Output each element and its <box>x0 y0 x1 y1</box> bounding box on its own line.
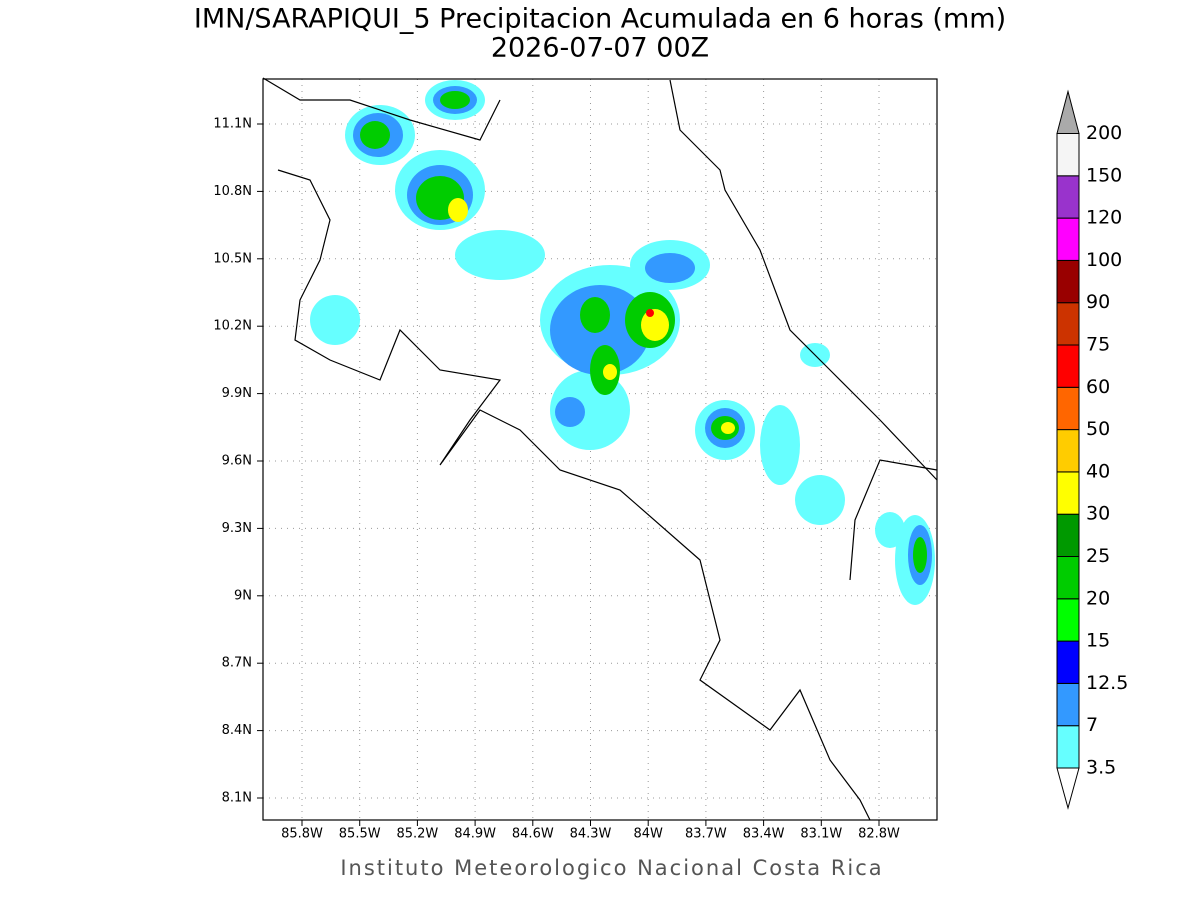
colorbar-box <box>1056 598 1080 642</box>
colorbar-over <box>1056 89 1080 134</box>
colorbar-label: 20 <box>1086 587 1110 609</box>
lat-label: 9.3N <box>222 521 252 536</box>
colorbar-label: 25 <box>1086 545 1110 567</box>
lat-label: 8.4N <box>222 723 252 738</box>
colorbar-box <box>1056 640 1080 684</box>
colorbar-label: 150 <box>1086 164 1122 186</box>
colorbar-under <box>1056 767 1080 810</box>
colorbar-box <box>1056 302 1080 346</box>
colorbar-label: 3.5 <box>1086 757 1116 779</box>
lat-label: 9.9N <box>222 386 252 401</box>
lon-label: 84.3W <box>570 827 612 842</box>
lat-label: 8.1N <box>222 791 252 806</box>
lon-label: 85.8W <box>281 827 323 842</box>
colorbar-label: 100 <box>1086 249 1122 271</box>
colorbar-box <box>1056 513 1080 558</box>
colorbar-label: 40 <box>1086 460 1110 482</box>
colorbar-box <box>1056 725 1080 769</box>
credit: Instituto Meteorologico Nacional Costa R… <box>340 856 883 880</box>
colorbar-box <box>1056 217 1080 261</box>
colorbar-label: 30 <box>1086 503 1110 525</box>
lat-label: 11.1N <box>213 117 252 132</box>
lat-label: 10.2N <box>213 319 252 334</box>
lon-label: 84.6W <box>512 827 554 842</box>
lon-label: 84.9W <box>454 827 496 842</box>
lat-label: 9N <box>234 588 252 603</box>
colorbar-box <box>1056 175 1080 219</box>
lon-label: 83.4W <box>743 827 785 842</box>
colorbar-box <box>1056 471 1080 515</box>
colorbar-box <box>1056 682 1080 727</box>
colorbar-box <box>1056 386 1080 431</box>
lon-label: 85.2W <box>396 827 438 842</box>
colorbar-box <box>1056 556 1080 600</box>
lon-label: 83.7W <box>685 827 727 842</box>
colorbar-label: 7 <box>1086 714 1098 736</box>
colorbar-box <box>1056 259 1080 304</box>
colorbar-box <box>1056 133 1080 177</box>
map-frame <box>262 78 938 821</box>
lon-label: 85.5W <box>339 827 381 842</box>
colorbar-box <box>1056 344 1080 388</box>
lon-label: 82.8W <box>858 827 900 842</box>
colorbar-label: 15 <box>1086 630 1110 652</box>
lon-label: 84W <box>633 827 663 842</box>
lat-label: 9.6N <box>222 454 252 469</box>
subtitle: 2026-07-07 00Z <box>491 33 709 64</box>
title: IMN/SARAPIQUI_5 Precipitacion Acumulada … <box>194 4 1006 35</box>
grid <box>257 79 937 826</box>
colorbar: 3.5 7 12.5 15 20 25 30 40 50 60 75 90 100 120 150 200 <box>1056 89 1128 810</box>
colorbar-label: 120 <box>1086 207 1122 229</box>
lat-label: 8.7N <box>222 656 252 671</box>
colorbar-box <box>1056 429 1080 473</box>
coastline <box>262 77 938 821</box>
colorbar-label: 12.5 <box>1086 672 1128 694</box>
colorbar-label: 50 <box>1086 418 1110 440</box>
colorbar-label: 75 <box>1086 334 1110 356</box>
colorbar-label: 200 <box>1086 122 1122 144</box>
colorbar-label: 60 <box>1086 376 1110 398</box>
colorbar-label: 90 <box>1086 291 1110 313</box>
lon-label: 83.1W <box>800 827 842 842</box>
precip <box>310 80 935 605</box>
lat-label: 10.8N <box>213 184 252 199</box>
lat-label: 10.5N <box>213 251 252 266</box>
